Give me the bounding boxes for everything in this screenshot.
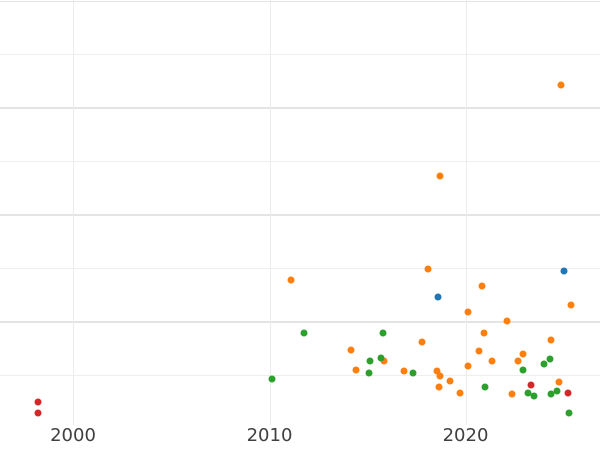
scatter-point-green [366,357,374,365]
scatter-point-green [553,387,561,395]
x-tick-label: 2020 [442,425,489,446]
scatter-point-green [365,369,373,377]
scatter-point-orange [456,389,464,397]
scatter-point-green [546,355,554,363]
scatter-point-orange [475,347,483,355]
scatter-point-orange [488,357,496,365]
scatter-point-orange [557,81,565,89]
scatter-point-green [409,369,417,377]
scatter-point-green [530,392,538,400]
scatter-point-orange [567,301,575,309]
scatter-point-green [377,354,385,362]
scatter-point-orange [347,346,355,354]
scatter-point-orange [436,372,444,380]
scatter-point-green [379,329,387,337]
vertical-gridline [465,0,467,425]
horizontal-minor-gridline [0,374,600,376]
scatter-point-orange [446,377,454,385]
scatter-point-red [34,409,42,417]
scatter-point-orange [424,265,432,273]
horizontal-major-gridline [0,0,600,2]
scatter-point-orange [547,336,555,344]
horizontal-minor-gridline [0,267,600,269]
scatter-point-green [481,383,489,391]
scatter-point-red [564,389,572,397]
scatter-point-blue [434,293,442,301]
scatter-point-orange [503,317,511,325]
scatter-point-orange [400,367,408,375]
scatter-point-orange [519,350,527,358]
scatter-point-green [565,409,573,417]
scatter-point-orange [436,172,444,180]
scatter-point-orange [464,308,472,316]
scatter-point-orange [433,367,441,375]
x-tick-label: 2000 [50,425,96,446]
scatter-point-green [540,360,548,368]
horizontal-major-gridline [0,107,600,109]
x-axis: 2000 2010 2020 [0,425,600,450]
vertical-gridline [269,0,271,425]
scatter-point-green [268,375,276,383]
scatter-point-orange [514,357,522,365]
plot-area [0,0,600,425]
horizontal-minor-gridline [0,53,600,55]
scatter-point-green [524,389,532,397]
x-tick-label: 2010 [246,425,293,446]
scatter-point-green [547,390,555,398]
scatter-point-orange [508,390,516,398]
vertical-gridline [73,0,74,425]
scatter-point-orange [480,329,488,337]
horizontal-major-gridline [0,214,600,216]
scatter-point-green [300,329,308,337]
scatter-point-red [34,398,42,406]
scatter-point-blue [560,267,568,275]
horizontal-minor-gridline [0,160,600,162]
scatter-point-orange [435,383,443,391]
scatter-point-orange [287,276,295,284]
scatter-point-orange [352,366,360,374]
scatter-point-orange [478,282,486,290]
scatter-point-orange [555,378,563,386]
scatter-point-green [519,366,527,374]
scatter-point-red [527,381,535,389]
scatter-point-orange [418,338,426,346]
scatter-point-orange [380,357,388,365]
scatter-point-orange [464,362,472,370]
